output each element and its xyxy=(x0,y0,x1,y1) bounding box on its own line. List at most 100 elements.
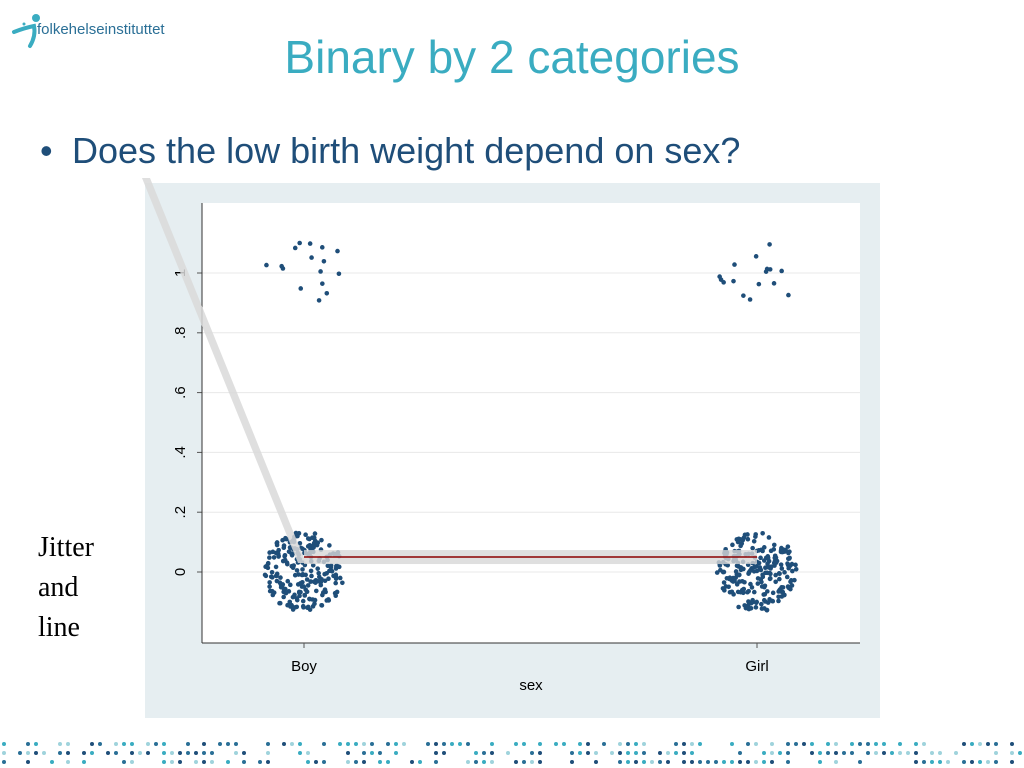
decorative-dot xyxy=(434,751,438,755)
decorative-dot xyxy=(322,742,326,746)
data-point xyxy=(726,584,731,590)
data-point xyxy=(309,573,314,579)
data-point xyxy=(770,598,776,604)
decorative-dot xyxy=(642,760,646,764)
decorative-dot xyxy=(178,760,182,764)
data-point xyxy=(790,568,795,574)
decorative-dot xyxy=(490,760,494,764)
decorative-dot xyxy=(818,760,822,764)
data-point xyxy=(308,579,314,584)
decorative-dot xyxy=(98,742,102,746)
decorative-dot xyxy=(882,751,886,755)
data-point xyxy=(312,601,317,607)
data-point xyxy=(327,543,332,548)
decorative-dot xyxy=(626,742,630,746)
decorative-dot xyxy=(474,751,478,755)
data-point xyxy=(787,555,792,561)
decorative-dot xyxy=(490,742,494,746)
data-point xyxy=(298,589,303,595)
data-point xyxy=(278,581,284,587)
data-point xyxy=(768,548,774,554)
bullet-text: Does the low birth weight depend on sex? xyxy=(72,130,741,171)
data-point xyxy=(288,582,293,588)
decorative-dot xyxy=(354,742,358,746)
decorative-dot xyxy=(930,751,934,755)
data-point xyxy=(322,578,328,584)
decorative-dot xyxy=(226,742,230,746)
decorative-dot xyxy=(858,742,862,746)
data-point xyxy=(290,594,296,600)
data-point xyxy=(738,589,743,595)
data-point xyxy=(764,266,770,272)
data-point xyxy=(325,563,331,569)
data-point xyxy=(281,545,287,551)
data-point xyxy=(305,583,311,588)
y-tick-label: .8 xyxy=(172,327,189,340)
decorative-dot xyxy=(626,751,630,755)
decorative-dot xyxy=(914,760,918,764)
data-point xyxy=(281,594,286,600)
decorative-dot xyxy=(922,760,926,764)
decorative-dot xyxy=(922,742,926,746)
decorative-dot xyxy=(530,751,534,755)
data-point xyxy=(335,248,340,254)
decorative-dot xyxy=(682,751,686,755)
data-point xyxy=(717,563,723,568)
data-point xyxy=(772,555,778,561)
data-point xyxy=(312,597,318,603)
data-point xyxy=(753,534,758,539)
x-tick-label: Girl xyxy=(745,658,768,675)
data-point xyxy=(333,566,339,571)
data-point xyxy=(734,537,740,542)
y-tick-label: .2 xyxy=(172,506,189,519)
decorative-dot xyxy=(346,751,350,755)
decorative-dot xyxy=(186,751,190,755)
decorative-dot xyxy=(82,751,86,755)
decorative-dot xyxy=(210,751,214,755)
decorative-dot xyxy=(1018,751,1022,755)
decorative-dot xyxy=(394,742,398,746)
decorative-dot xyxy=(722,760,726,764)
decorative-dot xyxy=(26,751,30,755)
decorative-dot xyxy=(618,751,622,755)
data-point xyxy=(755,581,761,586)
data-point xyxy=(741,566,746,572)
data-point xyxy=(777,571,782,577)
decorative-dot xyxy=(786,751,790,755)
decorative-dot xyxy=(178,751,182,755)
decorative-dot xyxy=(386,760,390,764)
y-tick-label: .4 xyxy=(172,446,189,459)
decorative-dot xyxy=(850,751,854,755)
data-point xyxy=(326,576,331,582)
decorative-dot xyxy=(130,760,134,764)
x-tick-label: Boy xyxy=(291,658,317,675)
decorative-dot xyxy=(962,742,966,746)
decorative-dot xyxy=(482,760,486,764)
decorative-dot xyxy=(962,760,966,764)
data-point xyxy=(263,573,269,579)
bullet-marker: • xyxy=(40,130,53,171)
decorative-dot xyxy=(66,760,70,764)
data-point xyxy=(754,568,760,574)
decorative-dot xyxy=(186,742,190,746)
decorative-dot xyxy=(666,760,670,764)
data-point xyxy=(780,585,786,590)
decorative-dot xyxy=(474,760,478,764)
decorative-dot xyxy=(506,751,510,755)
data-point xyxy=(289,552,295,558)
decorative-dot xyxy=(970,760,974,764)
data-point xyxy=(721,580,727,585)
decorative-dot xyxy=(634,751,638,755)
decorative-dot xyxy=(706,760,710,764)
data-point xyxy=(281,586,287,592)
data-point xyxy=(314,542,320,548)
decorative-dot xyxy=(538,760,542,764)
decorative-dot xyxy=(730,742,734,746)
data-point xyxy=(786,550,791,556)
decorative-dot xyxy=(210,760,214,764)
decorative-dot xyxy=(522,742,526,746)
data-point xyxy=(750,545,755,551)
data-point xyxy=(741,586,747,592)
decorative-dot xyxy=(954,751,958,755)
data-point xyxy=(292,245,298,251)
